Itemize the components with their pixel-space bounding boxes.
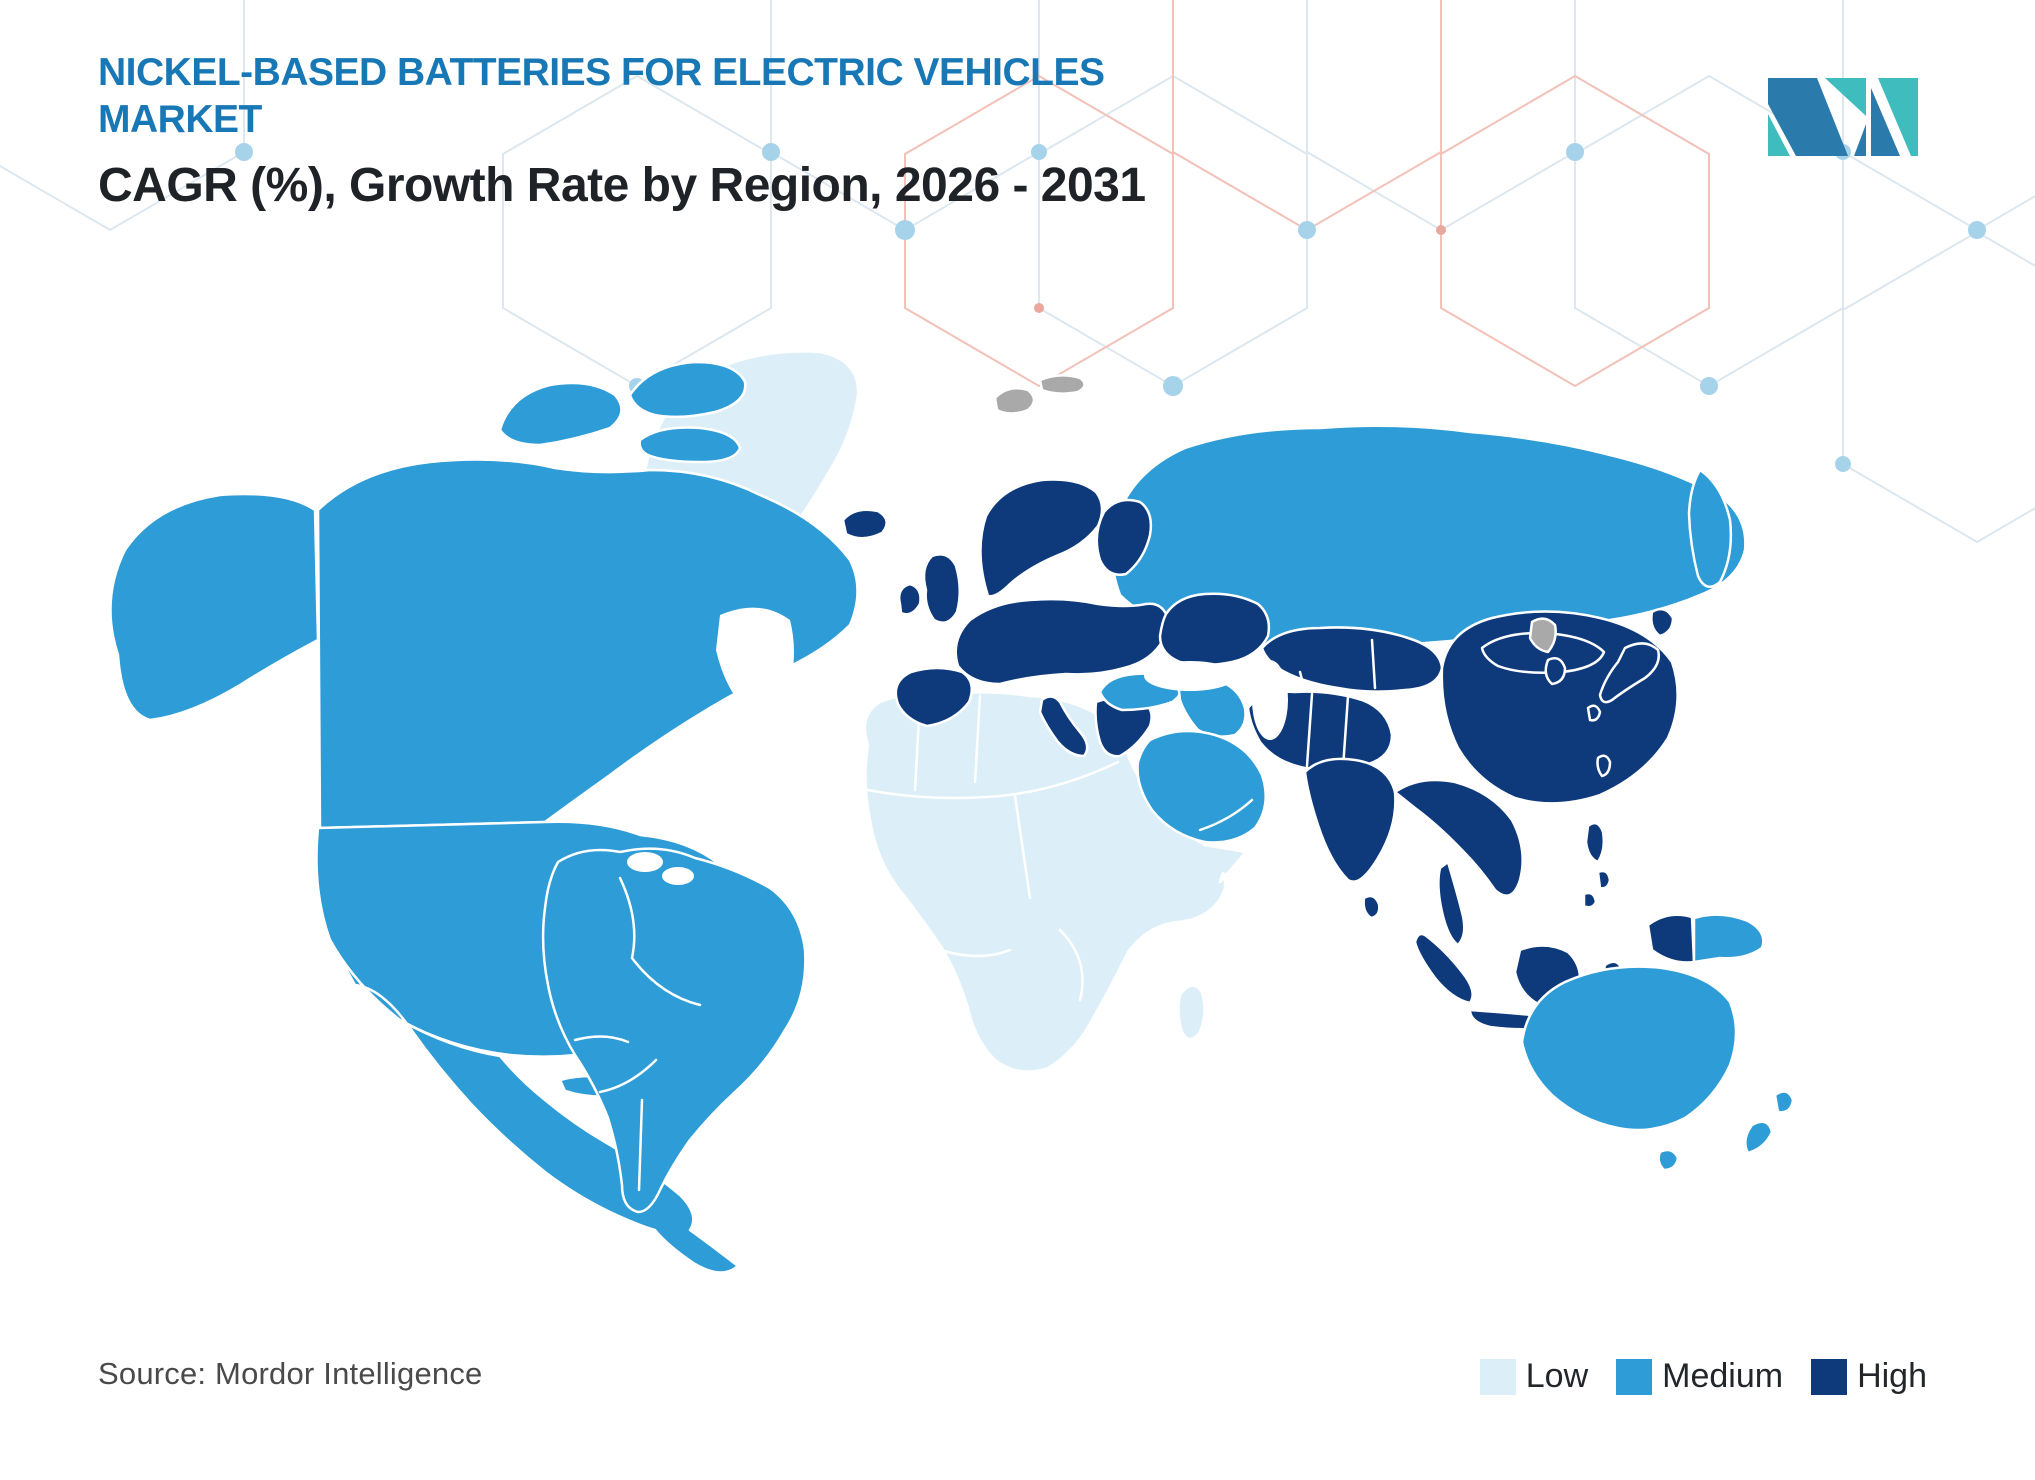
logo-blue-triangle-right-block — [1871, 88, 1900, 156]
legend-item-high: High — [1811, 1357, 1927, 1396]
legend-label-high: High — [1857, 1357, 1927, 1395]
map-ireland — [897, 582, 922, 616]
market-title: NICKEL-BASED BATTERIES FOR ELECTRIC VEHI… — [98, 51, 1105, 141]
map-tasmania — [1657, 1148, 1680, 1172]
map-kamchatka — [1687, 468, 1733, 589]
map-iceland — [841, 508, 888, 540]
map-sri-lanka — [1362, 894, 1381, 920]
map-svalbard — [993, 374, 1086, 415]
map-arabia-border — [1198, 798, 1254, 832]
map-central-asia — [1260, 626, 1444, 693]
legend-swatch-low — [1479, 1358, 1516, 1395]
map-india — [1303, 757, 1397, 883]
map-canada — [316, 458, 859, 830]
legend-item-low: Low — [1479, 1357, 1589, 1396]
great-lakes — [662, 867, 694, 885]
legend-label-low: Low — [1525, 1357, 1589, 1395]
chart-subtitle: CAGR (%), Growth Rate by Region, 2026 - … — [98, 158, 1146, 212]
map-iran-borders — [1298, 638, 1377, 770]
map-philippines — [1582, 821, 1612, 909]
map-new-guinea-east — [1692, 913, 1765, 964]
map-norway-sweden — [979, 478, 1104, 598]
mordor-intelligence-logo — [1768, 78, 1918, 156]
map-united-kingdom — [922, 553, 961, 624]
caspian-sea — [1252, 660, 1288, 740]
logo-blue-triangle-bottom-right — [1854, 124, 1866, 156]
logo-teal-triangle-bottom-left — [1768, 114, 1790, 156]
logo-teal-square — [1878, 78, 1918, 156]
map-italy — [1038, 695, 1089, 758]
map-finland — [1095, 498, 1153, 576]
source-note: Source: Mordor Intelligence — [98, 1356, 483, 1391]
logo-blue-m-band — [1768, 78, 1848, 156]
map-indochina — [1393, 778, 1524, 897]
map-iberia — [894, 666, 974, 728]
legend-swatch-high — [1811, 1358, 1848, 1395]
black-sea — [1144, 661, 1236, 691]
hudson-bay — [716, 607, 794, 719]
legend-label-medium: Medium — [1662, 1357, 1784, 1395]
map-japan — [1586, 607, 1675, 722]
map-sumatra — [1413, 932, 1474, 1005]
map-north-korea — [1528, 617, 1557, 654]
legend-item-medium: Medium — [1616, 1357, 1783, 1396]
map-new-zealand — [1744, 1090, 1795, 1155]
map-west-central-europe — [954, 597, 1169, 686]
legend-swatch-medium — [1616, 1358, 1653, 1395]
map-madagascar — [1177, 984, 1206, 1041]
great-lakes — [627, 852, 663, 872]
map-arctic-islands — [498, 360, 747, 464]
map-taiwan — [1596, 754, 1612, 778]
map-africa — [863, 691, 1248, 1073]
legend: Low Medium High — [1479, 1357, 1927, 1396]
hexagon-pattern-decoration — [0, 0, 2035, 544]
map-south-america-borders — [573, 876, 702, 1192]
map-east-europe — [1158, 592, 1271, 667]
map-alaska — [109, 492, 320, 722]
map-south-korea — [1544, 657, 1567, 686]
map-new-guinea-west — [1646, 913, 1696, 964]
map-malay-peninsula — [1437, 860, 1466, 947]
logo-teal-triangle-top-right — [1825, 78, 1866, 116]
map-south-america — [541, 847, 807, 1214]
map-australia — [1520, 965, 1738, 1132]
map-africa-borders — [866, 694, 1120, 1002]
